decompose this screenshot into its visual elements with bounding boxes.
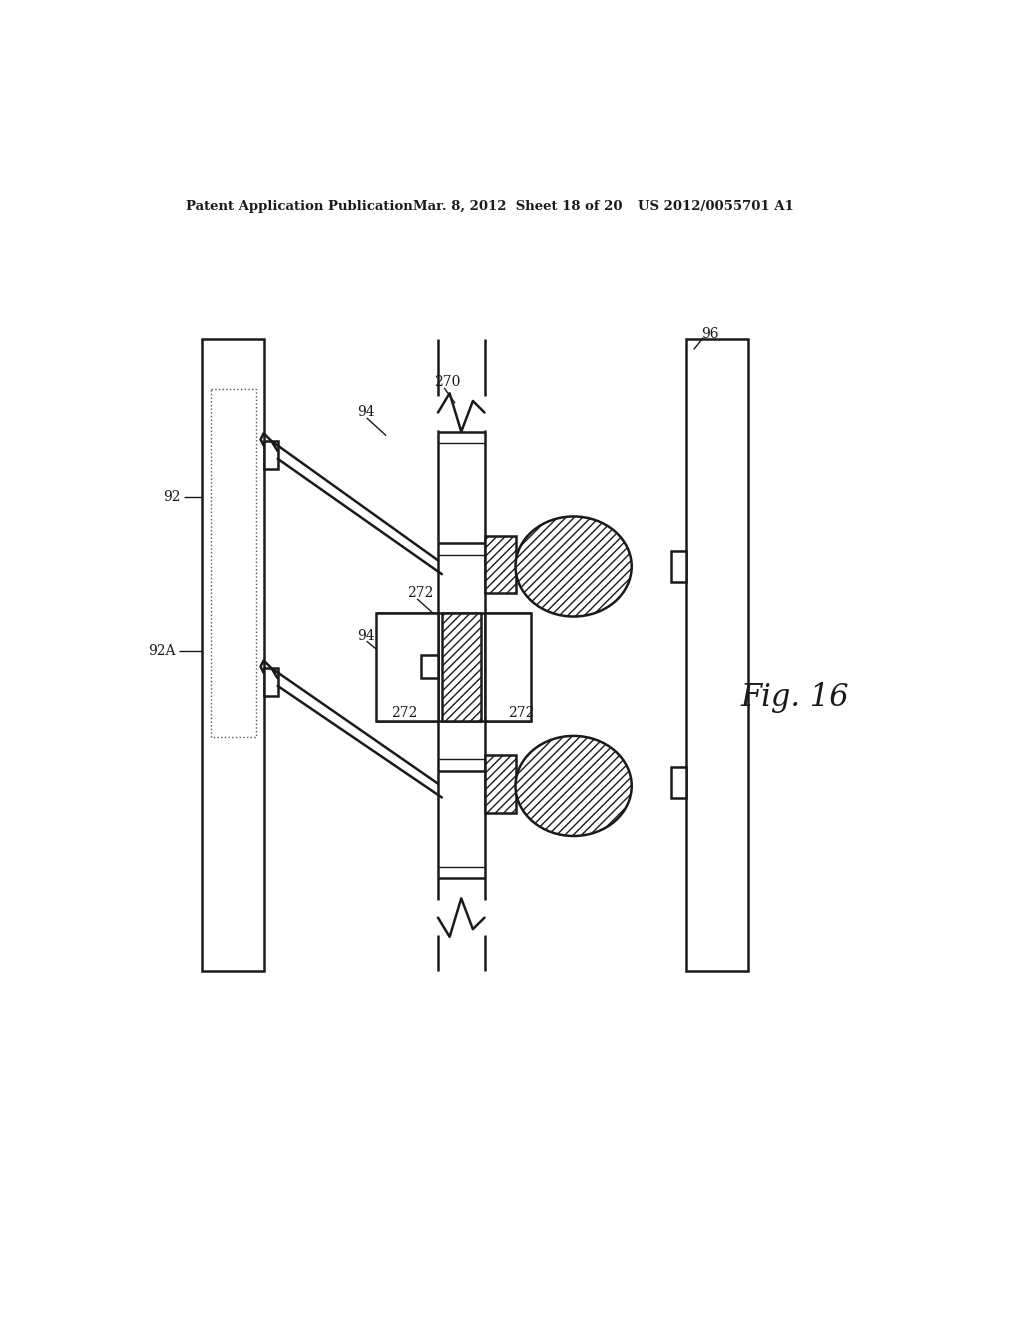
Bar — [686, 339, 748, 970]
Bar — [671, 552, 686, 582]
Text: 94: 94 — [356, 628, 374, 643]
Text: 272: 272 — [508, 706, 535, 719]
Bar — [202, 339, 263, 970]
Bar — [442, 612, 480, 721]
Text: 272: 272 — [407, 586, 433, 601]
Bar — [421, 655, 438, 678]
Text: 270: 270 — [434, 375, 461, 388]
Bar — [263, 441, 278, 469]
Text: US 2012/0055701 A1: US 2012/0055701 A1 — [638, 199, 794, 213]
Text: 94: 94 — [356, 405, 374, 420]
Bar — [484, 612, 531, 721]
Text: 96: 96 — [701, 327, 719, 341]
Bar — [211, 389, 256, 737]
Ellipse shape — [515, 737, 632, 836]
Bar — [263, 668, 278, 696]
Text: 272: 272 — [391, 706, 418, 719]
Ellipse shape — [515, 516, 632, 616]
Text: 92: 92 — [163, 490, 180, 504]
Bar — [484, 755, 515, 813]
Text: Fig. 16: Fig. 16 — [740, 682, 849, 713]
Text: Patent Application Publication: Patent Application Publication — [186, 199, 413, 213]
Text: Mar. 8, 2012  Sheet 18 of 20: Mar. 8, 2012 Sheet 18 of 20 — [414, 199, 623, 213]
Bar — [484, 536, 515, 594]
Text: 92A: 92A — [148, 644, 176, 659]
Bar — [376, 612, 438, 721]
Bar — [671, 767, 686, 797]
